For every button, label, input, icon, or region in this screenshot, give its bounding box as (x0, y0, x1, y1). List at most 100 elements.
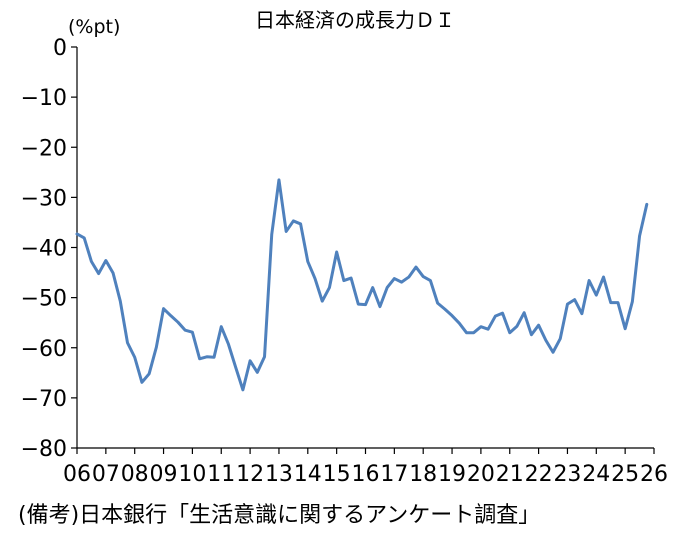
data-point (624, 327, 626, 330)
data-point (350, 277, 352, 279)
data-point (357, 303, 360, 305)
data-point (436, 302, 439, 304)
data-point (545, 339, 547, 342)
data-point (617, 301, 619, 304)
data-point (213, 356, 215, 359)
data-point (83, 237, 86, 239)
data-point (133, 356, 136, 359)
data-point (588, 279, 590, 282)
x-tick-label: 18 (409, 462, 437, 487)
data-point (516, 325, 518, 328)
x-axis: 06 07 08 09 10 11 12 13 14 15 16 17 18 19 20 21 22 23 24 25… (63, 447, 668, 487)
data-point (494, 315, 497, 317)
data-point (444, 308, 446, 310)
data-point (581, 312, 583, 315)
data-point (105, 259, 107, 262)
x-tick-label: 21 (496, 462, 524, 487)
y-tick-label: −70 (21, 387, 67, 412)
data-point (76, 233, 78, 235)
x-tick-label: 19 (438, 462, 466, 487)
y-tick-label: −50 (21, 287, 67, 312)
data-point (270, 233, 273, 236)
data-point (249, 359, 251, 362)
series-group (75, 178, 649, 392)
data-point (242, 389, 244, 391)
data-point (169, 314, 172, 317)
data-point (458, 322, 461, 324)
x-tick-label: 17 (380, 462, 408, 487)
data-point (263, 355, 266, 358)
data-point (292, 220, 295, 222)
data-point (227, 343, 230, 346)
x-tick-label: 11 (207, 462, 235, 487)
y-axis-unit-label: (%pt) (68, 16, 120, 38)
data-point (573, 298, 576, 301)
data-point (119, 300, 122, 302)
data-point (343, 279, 345, 282)
data-point (645, 203, 648, 206)
x-tick-label: 14 (294, 462, 322, 487)
x-tick-label: 26 (640, 462, 668, 487)
data-point (256, 371, 259, 374)
data-point (566, 303, 569, 305)
data-point (299, 223, 302, 225)
data-point (220, 325, 223, 328)
data-point (314, 277, 316, 280)
data-point (321, 300, 324, 302)
x-tick-label: 20 (467, 462, 495, 487)
y-tick-label: −20 (21, 136, 67, 161)
y-tick-label: −30 (21, 186, 67, 211)
y-tick-label: −60 (21, 337, 67, 362)
data-point (609, 301, 612, 304)
data-point (501, 312, 504, 314)
data-point (552, 351, 554, 354)
y-tick-label: 0 (53, 36, 67, 61)
data-point (537, 324, 540, 326)
data-point (602, 276, 605, 278)
source-note: (備考)日本銀行「生活意識に関するアンケート調査」 (18, 503, 540, 528)
data-point (148, 373, 150, 375)
data-point (206, 355, 208, 358)
y-tick-label: −40 (21, 237, 67, 262)
data-point (393, 277, 396, 280)
data-point (285, 230, 287, 233)
data-point (184, 329, 186, 332)
data-point (638, 235, 641, 237)
data-point (595, 294, 598, 296)
data-point (400, 281, 403, 283)
x-tick-label: 06 (63, 462, 91, 487)
data-point (177, 321, 179, 323)
data-point (487, 328, 489, 331)
data-point (371, 286, 374, 289)
x-tick-label: 07 (92, 462, 120, 487)
data-point (90, 260, 93, 263)
y-tick-label: −10 (21, 86, 67, 111)
data-point (141, 381, 143, 384)
data-point (415, 266, 417, 268)
x-tick-label: 12 (236, 462, 264, 487)
data-point (429, 279, 432, 282)
data-point (97, 272, 100, 275)
data-point (530, 333, 533, 336)
x-tick-label: 09 (150, 462, 178, 487)
data-point (508, 331, 511, 334)
data-point (631, 300, 634, 303)
data-point (386, 286, 388, 289)
data-point (335, 251, 338, 253)
x-tick-label: 24 (582, 462, 610, 487)
data-point (234, 366, 237, 369)
data-point (126, 341, 129, 344)
y-axis: 0 −10 −20 −30 −40 −50 −60 −70 −80 (21, 36, 78, 462)
data-point (278, 179, 280, 181)
x-tick-label: 08 (121, 462, 149, 487)
data-point (422, 275, 425, 278)
x-tick-label: 25 (611, 462, 639, 487)
data-point (198, 357, 201, 360)
data-point (364, 303, 367, 306)
data-point (559, 337, 562, 340)
data-point (407, 276, 410, 278)
data-point (155, 346, 158, 349)
data-point (162, 307, 165, 310)
